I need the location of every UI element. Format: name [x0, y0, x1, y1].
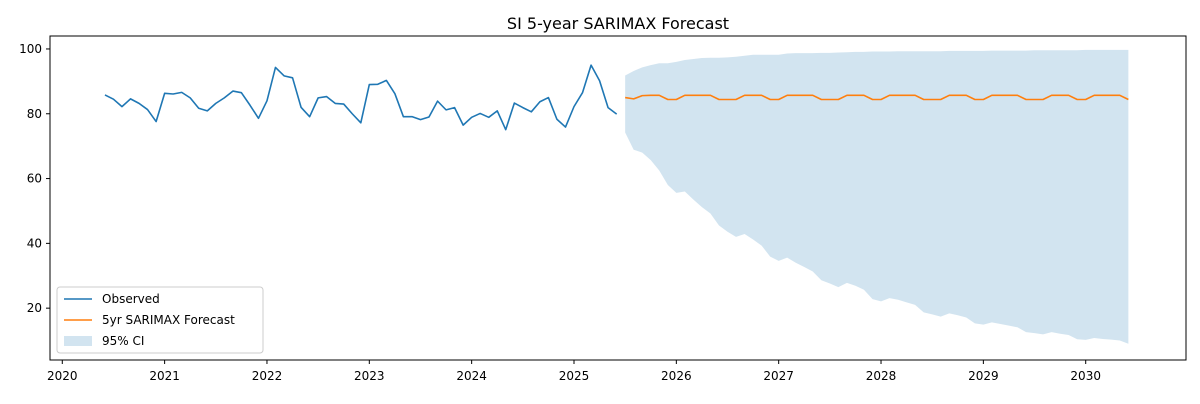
y-tick-label: 100	[19, 42, 42, 56]
x-tick-label: 2023	[354, 369, 385, 383]
series-layer	[104, 64, 1129, 131]
legend-box	[56, 286, 264, 354]
x-tick-label: 2027	[763, 369, 794, 383]
y-axis: 20 40 60 80 100	[19, 42, 50, 315]
ci-layer	[625, 49, 1129, 344]
legend-label-forecast: 5yr SARIMAX Forecast	[102, 313, 235, 327]
y-tick-label: 20	[27, 301, 42, 315]
x-tick-label: 2024	[456, 369, 487, 383]
forecast-series-line	[625, 94, 1129, 101]
x-tick-label: 2029	[968, 369, 999, 383]
y-tick-label: 60	[27, 172, 42, 186]
legend-label-observed: Observed	[102, 292, 160, 306]
legend: Observed 5yr SARIMAX Forecast 95% CI	[56, 286, 264, 354]
x-axis: 2020 2021 2022 2023 2024 2025 2026 2027 2028 2029…	[47, 360, 1101, 383]
x-tick-label: 2026	[661, 369, 692, 383]
chart-title: SI 5-year SARIMAX Forecast	[507, 14, 729, 33]
x-tick-label: 2030	[1070, 369, 1101, 383]
legend-swatch-ci	[64, 336, 92, 346]
x-tick-label: 2028	[866, 369, 897, 383]
x-tick-label: 2021	[149, 369, 180, 383]
x-tick-label: 2025	[559, 369, 590, 383]
x-tick-label: 2022	[252, 369, 283, 383]
plot-frame	[49, 35, 1187, 361]
legend-label-ci: 95% CI	[102, 334, 144, 348]
observed-series-line	[104, 64, 618, 131]
x-tick-label: 2020	[47, 369, 78, 383]
ci-band	[625, 49, 1129, 344]
y-tick-label: 80	[27, 107, 42, 121]
y-tick-label: 40	[27, 236, 42, 250]
